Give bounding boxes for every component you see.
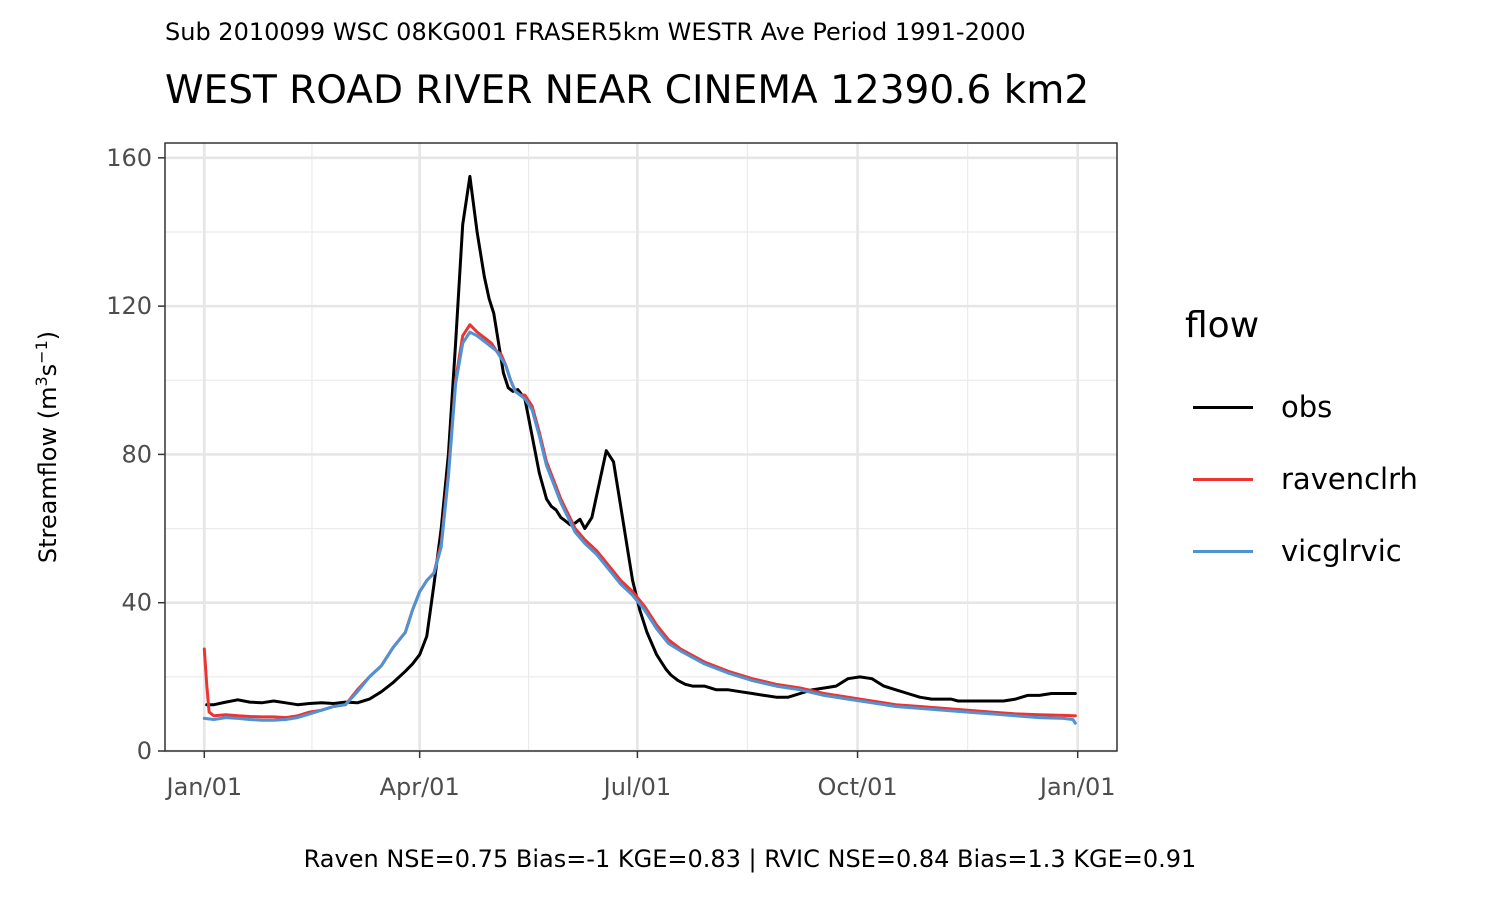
- panel-border: [164, 142, 1118, 752]
- y-axis-label-part: Streamflow (m: [34, 387, 62, 564]
- series-line-vicglrvic: [202, 330, 1077, 725]
- x-tick-label: Jan/01: [164, 773, 242, 801]
- axes: 0 40 80 120 160 Jan/01 Apr/01 Jul/01 Oct/01 Jan/0…: [106, 144, 1115, 801]
- x-tick-label: Jan/01: [1038, 773, 1116, 801]
- legend-label: ravenclrh: [1281, 462, 1418, 496]
- series-line-ravenclrh: [202, 323, 1077, 720]
- legend-item-obs: obs: [1193, 387, 1332, 427]
- y-tick-label: 0: [137, 737, 152, 765]
- y-axis-label-superscript: 3: [32, 376, 51, 386]
- legend-key-ravenclrh: [1193, 477, 1253, 481]
- y-axis-label-part: ): [34, 331, 62, 340]
- series-lines: [202, 174, 1077, 725]
- y-tick-label: 120: [106, 292, 152, 320]
- y-axis-label: Streamflow (m3s−1): [32, 331, 63, 563]
- legend-title: flow: [1185, 305, 1260, 346]
- y-tick-label: 160: [106, 144, 152, 172]
- y-axis-label-superscript: −1: [32, 340, 51, 364]
- metrics-caption: Raven NSE=0.75 Bias=-1 KGE=0.83 | RVIC N…: [303, 845, 1197, 873]
- legend-label: obs: [1281, 390, 1333, 424]
- grid: [165, 143, 1117, 753]
- legend-label: vicglrvic: [1281, 534, 1402, 568]
- x-tick-label: Jul/01: [602, 773, 672, 801]
- x-tick-label: Apr/01: [380, 773, 460, 801]
- chart-title: WEST ROAD RIVER NEAR CINEMA 12390.6 km2: [165, 68, 1090, 113]
- x-tick-label: Oct/01: [817, 773, 897, 801]
- legend-item-vicglrvic: vicglrvic: [1193, 531, 1402, 571]
- series-line-obs: [205, 174, 1077, 707]
- y-tick-label: 40: [121, 589, 152, 617]
- y-tick-label: 80: [121, 440, 152, 468]
- legend-key-vicglrvic: [1193, 549, 1253, 553]
- y-axis-label-part: s: [34, 364, 62, 377]
- chart-subtitle: Sub 2010099 WSC 08KG001 FRASER5km WESTR …: [165, 18, 1026, 46]
- legend-item-ravenclrh: ravenclrh: [1193, 459, 1418, 499]
- legend-key-obs: [1193, 405, 1253, 409]
